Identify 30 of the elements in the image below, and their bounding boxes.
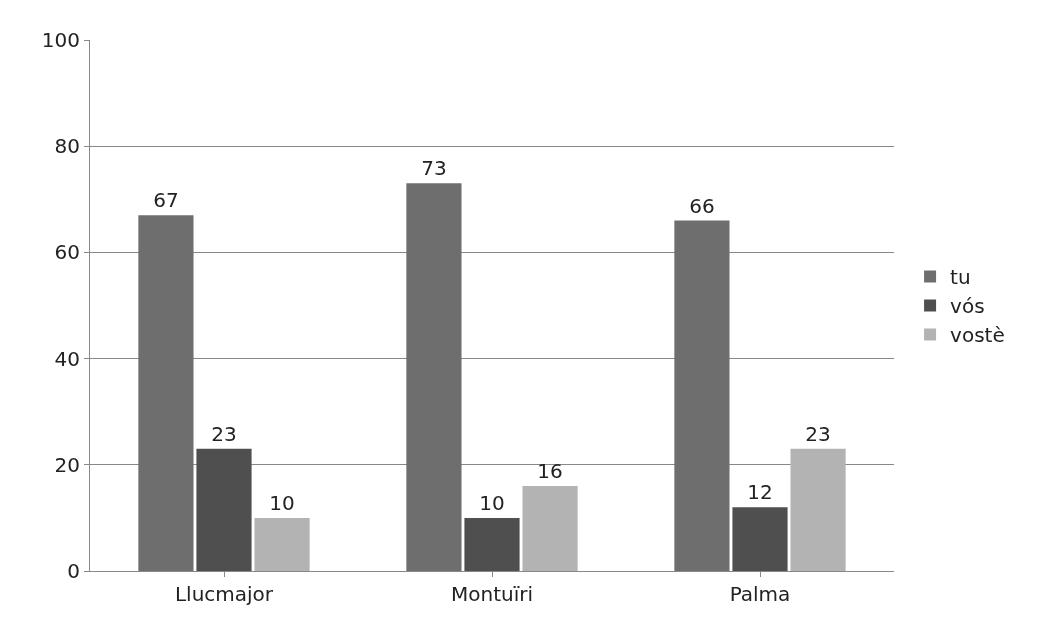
data-label: 67 — [153, 188, 179, 213]
y-tick-label: 60 — [54, 240, 80, 265]
data-label: 66 — [689, 193, 715, 218]
bar — [196, 448, 252, 571]
y-tick-label: 80 — [54, 134, 80, 159]
bar — [790, 448, 846, 571]
data-label: 12 — [747, 480, 773, 505]
bar — [138, 215, 194, 571]
x-tick-label: Montuïri — [450, 582, 534, 606]
y-tick-label: 100 — [41, 28, 80, 52]
x-tick-label: Llucmajor — [174, 582, 274, 606]
legend-label: tu — [950, 265, 971, 290]
bar — [674, 220, 730, 571]
data-label: 10 — [269, 490, 295, 515]
bar — [732, 507, 788, 571]
bar — [522, 486, 578, 571]
legend-label: vostè — [950, 323, 1005, 348]
data-label: 23 — [805, 421, 831, 446]
data-label: 73 — [421, 156, 447, 181]
bar — [406, 183, 462, 571]
data-label: 16 — [537, 459, 563, 484]
bar — [254, 517, 310, 571]
bar — [464, 517, 520, 571]
legend-label: vós — [950, 294, 985, 319]
x-tick-label: Palma — [729, 582, 791, 606]
data-label: 23 — [211, 421, 237, 446]
data-label: 10 — [479, 490, 505, 515]
y-tick-label: 40 — [54, 346, 80, 371]
y-tick-label: 0 — [67, 559, 80, 583]
y-tick-label: 20 — [54, 452, 80, 477]
